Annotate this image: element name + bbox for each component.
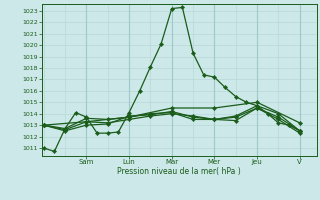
X-axis label: Pression niveau de la mer( hPa ): Pression niveau de la mer( hPa ) <box>117 167 241 176</box>
